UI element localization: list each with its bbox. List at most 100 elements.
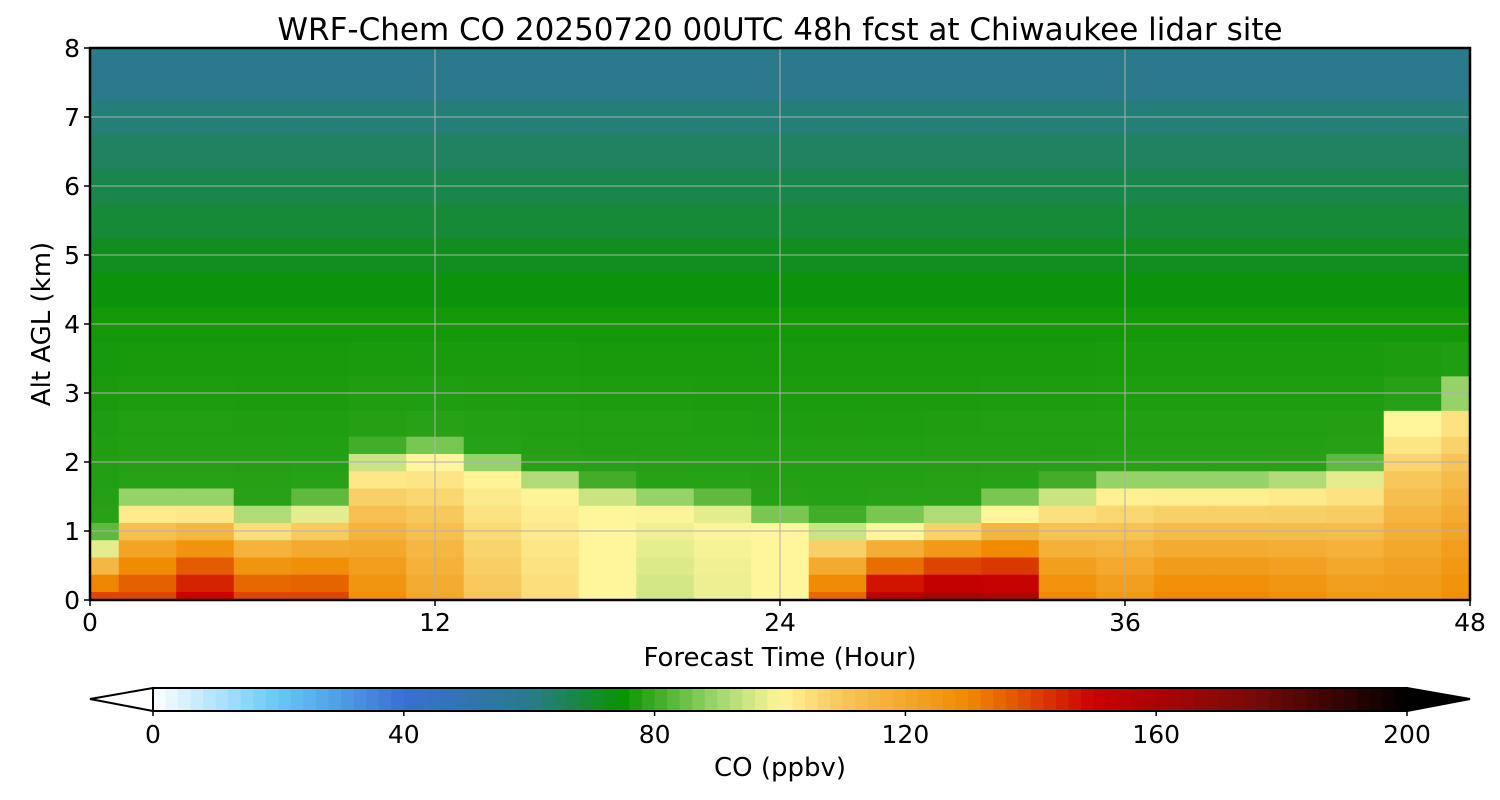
co-cell <box>291 556 350 575</box>
co-cell <box>291 48 350 66</box>
co-cell <box>463 574 522 592</box>
co-cell <box>463 134 522 170</box>
co-cell <box>176 410 235 437</box>
co-cell <box>90 48 120 66</box>
colorbar-swatch <box>1030 688 1044 711</box>
co-cell <box>348 341 407 377</box>
co-cell <box>233 574 292 592</box>
co-cell <box>808 539 867 558</box>
co-cell <box>866 65 925 101</box>
co-cell <box>693 539 752 558</box>
colorbar-swatch <box>203 688 217 711</box>
colorbar-swatch <box>428 688 442 711</box>
co-cell <box>1211 272 1270 308</box>
co-cell <box>233 556 292 575</box>
co-cell <box>636 470 695 489</box>
colorbar-tick-label: 120 <box>882 720 930 749</box>
co-cell <box>176 436 235 454</box>
co-cell <box>1211 410 1270 437</box>
co-cell <box>981 487 1040 506</box>
co-cell <box>90 134 120 170</box>
co-cell <box>1326 539 1385 558</box>
co-cell <box>348 48 407 66</box>
co-cell <box>521 341 580 377</box>
co-cell <box>348 203 407 239</box>
co-cell <box>693 470 752 489</box>
co-cell <box>1268 410 1327 437</box>
colorbar-swatch <box>1319 688 1333 711</box>
y-tick-label: 3 <box>64 379 80 408</box>
colorbar-swatch <box>968 688 982 711</box>
co-cell <box>521 436 580 454</box>
co-cell <box>1038 470 1097 489</box>
co-cell <box>1268 591 1327 601</box>
co-cell <box>1441 574 1471 592</box>
co-cell <box>578 436 637 454</box>
co-cell <box>1441 341 1471 377</box>
co-cell <box>1211 48 1270 66</box>
co-cell <box>1441 487 1471 506</box>
co-cell <box>463 470 522 489</box>
colorbar-swatch <box>892 688 906 711</box>
co-cell <box>923 341 982 377</box>
colorbar-tick-label: 200 <box>1383 720 1431 749</box>
x-axis-label: Forecast Time (Hour) <box>643 643 916 673</box>
co-cell <box>291 203 350 239</box>
colorbar-frame <box>152 687 1408 712</box>
co-cell <box>521 470 580 489</box>
colorbar-swatch <box>1369 688 1383 711</box>
x-tick-label: 48 <box>1454 608 1486 637</box>
co-cell <box>118 134 177 170</box>
co-cell <box>1153 591 1212 601</box>
co-cell <box>981 591 1040 601</box>
y-tick-label: 6 <box>64 172 80 201</box>
co-cell <box>1153 574 1212 592</box>
co-cell <box>118 203 177 239</box>
colorbar-swatch <box>453 688 467 711</box>
colorbar-swatch <box>253 688 267 711</box>
colorbar-swatch <box>529 688 543 711</box>
co-cell <box>1383 203 1442 239</box>
chart-title: WRF-Chem CO 20250720 00UTC 48h fcst at C… <box>277 12 1282 48</box>
co-cell <box>1268 436 1327 454</box>
co-cell <box>866 556 925 575</box>
co-cell <box>693 410 752 437</box>
co-cell <box>923 539 982 558</box>
co-cell <box>1268 539 1327 558</box>
co-cell <box>291 591 350 601</box>
y-tick-label: 0 <box>64 586 80 615</box>
co-cell <box>521 487 580 506</box>
co-cell <box>1268 574 1327 592</box>
colorbar-swatch <box>805 688 819 711</box>
co-cell <box>118 65 177 101</box>
colorbar-swatch <box>466 688 480 711</box>
colorbar-swatch <box>1331 688 1345 711</box>
colorbar-swatch <box>1381 688 1395 711</box>
co-cell <box>118 556 177 575</box>
colorbar-swatch <box>955 688 969 711</box>
co-cell <box>866 505 925 523</box>
co-cell <box>866 436 925 454</box>
colorbar-swatch <box>905 688 919 711</box>
colorbar-swatch <box>867 688 881 711</box>
co-cell <box>1441 539 1471 558</box>
co-cell <box>1153 341 1212 377</box>
co-cell <box>1038 505 1097 523</box>
co-cell <box>1326 341 1385 377</box>
co-cell <box>521 410 580 437</box>
co-cell <box>1268 48 1327 66</box>
colorbar-swatch <box>1206 688 1220 711</box>
co-cell <box>1038 574 1097 592</box>
x-tick-label: 24 <box>764 608 796 637</box>
co-cell <box>923 591 982 601</box>
co-cell <box>693 341 752 377</box>
co-cell <box>1441 505 1471 523</box>
co-cell <box>176 591 235 601</box>
colorbar-swatches <box>153 688 1408 711</box>
co-cell <box>348 591 407 601</box>
co-cell <box>1441 272 1471 308</box>
co-cell <box>1326 556 1385 575</box>
colorbar-swatch <box>1005 688 1019 711</box>
co-cell <box>521 65 580 101</box>
co-cell <box>1038 203 1097 239</box>
